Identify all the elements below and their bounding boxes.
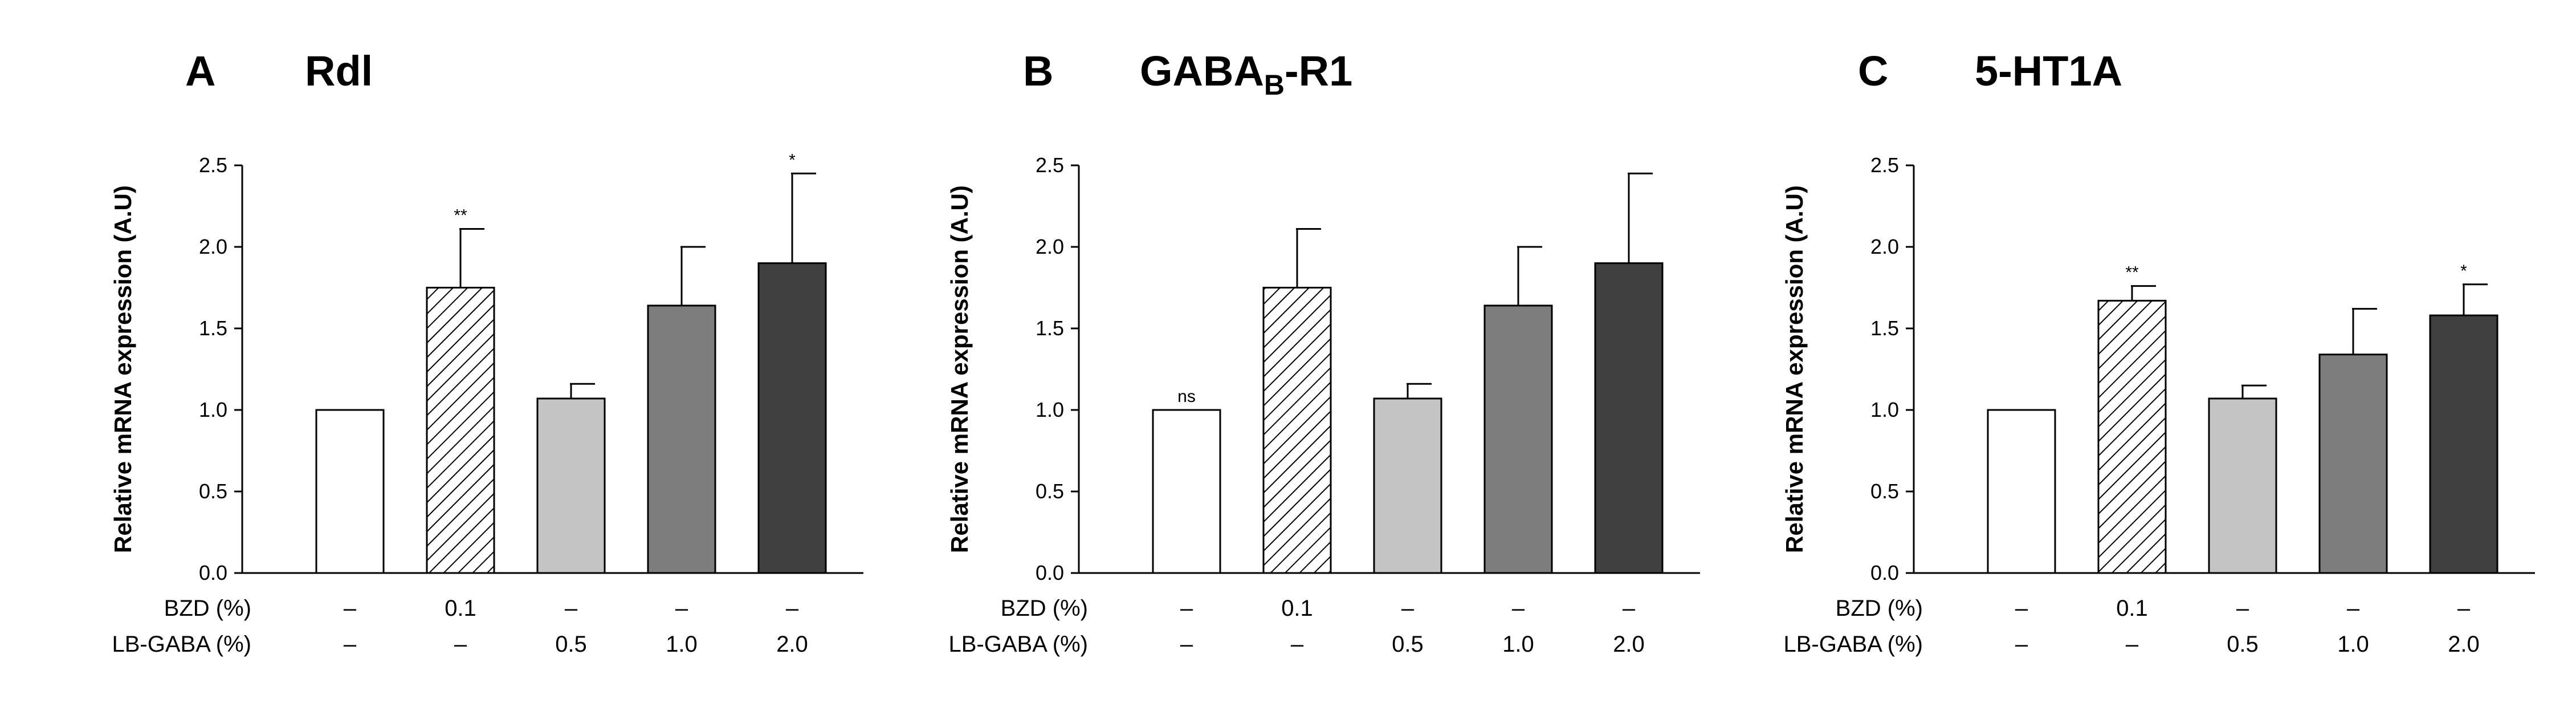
y-tick-label: 2.0 [1036, 235, 1064, 258]
treatment-bzd-value: 0.1 [445, 596, 476, 621]
y-tick-label: 0.5 [1036, 480, 1064, 503]
treatment-gaba-value: 0.5 [1392, 632, 1424, 657]
y-axis-label: Relative mRNA expression (A.U) [946, 185, 973, 553]
treatment-bzd-value: – [2347, 596, 2360, 621]
bar-4 [1483, 304, 1553, 574]
bar-2 [2097, 299, 2167, 574]
significance-marker: ** [2125, 263, 2139, 282]
treatment-gaba-value: 0.5 [555, 632, 587, 657]
bar-1 [1987, 409, 2056, 574]
panel-label: A [185, 47, 215, 95]
y-tick-label: 1.0 [1870, 398, 1899, 421]
treatment-bzd-value: – [1512, 596, 1525, 621]
bar-2 [1262, 287, 1332, 574]
significance-marker: ** [454, 206, 467, 225]
treatment-bzd-value: – [2236, 596, 2249, 621]
y-tick-label: 0.0 [199, 561, 227, 584]
row-label-bzd: BZD (%) [164, 596, 251, 621]
y-axis-label: Relative mRNA expression (A.U) [1781, 185, 1808, 553]
bar-4 [647, 304, 716, 574]
treatment-bzd-value: 0.1 [1281, 596, 1313, 621]
y-tick-label: 0.5 [1870, 480, 1899, 503]
treatment-gaba-value: – [2126, 632, 2139, 657]
treatment-gaba-value: 2.0 [2448, 632, 2480, 657]
significance-marker: * [789, 151, 796, 169]
panel-c: C 5-HT1A Relative mRNA expression (A.U) 0.0… [1781, 47, 2535, 657]
y-tick-label: 2.0 [1870, 235, 1899, 258]
treatment-bzd-value: – [1180, 596, 1193, 621]
treatment-bzd-value: – [786, 596, 799, 621]
panel-a: A Rdl Relative mRNA expression (A.U) 0.0 0.5… [109, 47, 863, 657]
bar-3 [2208, 397, 2277, 574]
treatment-bzd-value: – [675, 596, 688, 621]
y-tick-label: 0.5 [199, 480, 227, 503]
y-tick-label: 2.5 [199, 153, 227, 177]
y-tick-label: 0.0 [1036, 561, 1064, 584]
bar-4 [2318, 354, 2388, 574]
panel-b: B GABAB-R1 Relative mRNA expression (A.U) 0… [946, 47, 1700, 657]
bar-1 [315, 409, 385, 574]
treatment-gaba-value: – [1180, 632, 1193, 657]
row-label-gaba: LB-GABA (%) [112, 632, 251, 657]
bar-5 [1594, 262, 1664, 574]
treatment-bzd-value: – [1401, 596, 1415, 621]
treatment-gaba-value: 1.0 [666, 632, 698, 657]
y-tick-label: 1.0 [1036, 398, 1064, 421]
y-tick-label: 1.5 [1036, 316, 1064, 340]
treatment-gaba-value: 1.0 [1502, 632, 1534, 657]
treatment-bzd-value: – [2015, 596, 2028, 621]
treatment-bzd-value: – [344, 596, 357, 621]
row-label-bzd: BZD (%) [1001, 596, 1088, 621]
panel-label: C [1858, 47, 1888, 95]
y-tick-label: 2.0 [199, 235, 227, 258]
treatment-bzd-value: – [565, 596, 578, 621]
panel-label: B [1023, 47, 1053, 95]
y-axis-label: Relative mRNA expression (A.U) [109, 185, 136, 553]
treatment-gaba-value: – [2015, 632, 2028, 657]
row-label-gaba: LB-GABA (%) [948, 632, 1088, 657]
bar-5 [2429, 314, 2498, 574]
y-tick-label: 1.5 [1870, 316, 1899, 340]
y-tick-label: 0.0 [1870, 561, 1899, 584]
treatment-gaba-value: 0.5 [2227, 632, 2259, 657]
treatment-gaba-value: – [344, 632, 357, 657]
treatment-gaba-value: 1.0 [2337, 632, 2369, 657]
treatment-bzd-value: 0.1 [2116, 596, 2148, 621]
panel-title: GABAB-R1 [1140, 47, 1352, 101]
row-label-bzd: BZD (%) [1836, 596, 1923, 621]
y-tick-label: 1.0 [199, 398, 227, 421]
bar-2 [426, 287, 495, 574]
y-tick-label: 2.5 [1870, 153, 1899, 177]
panel-title: 5-HT1A [1975, 47, 2122, 95]
y-tick-label: 1.5 [199, 316, 227, 340]
significance-marker: * [2460, 262, 2467, 281]
row-label-gaba: LB-GABA (%) [1783, 632, 1923, 657]
treatment-gaba-value: 2.0 [1613, 632, 1645, 657]
treatment-gaba-value: – [454, 632, 467, 657]
treatment-bzd-value: – [2457, 596, 2471, 621]
bar-3 [1373, 397, 1442, 574]
treatment-bzd-value: – [1623, 596, 1636, 621]
bar-3 [536, 397, 606, 574]
panel-title: Rdl [305, 47, 373, 95]
bar-5 [757, 262, 827, 574]
bar-1 [1152, 409, 1221, 574]
y-tick-label: 2.5 [1036, 153, 1064, 177]
treatment-gaba-value: 2.0 [776, 632, 808, 657]
significance-marker: ns [1177, 387, 1196, 406]
treatment-gaba-value: – [1291, 632, 1304, 657]
